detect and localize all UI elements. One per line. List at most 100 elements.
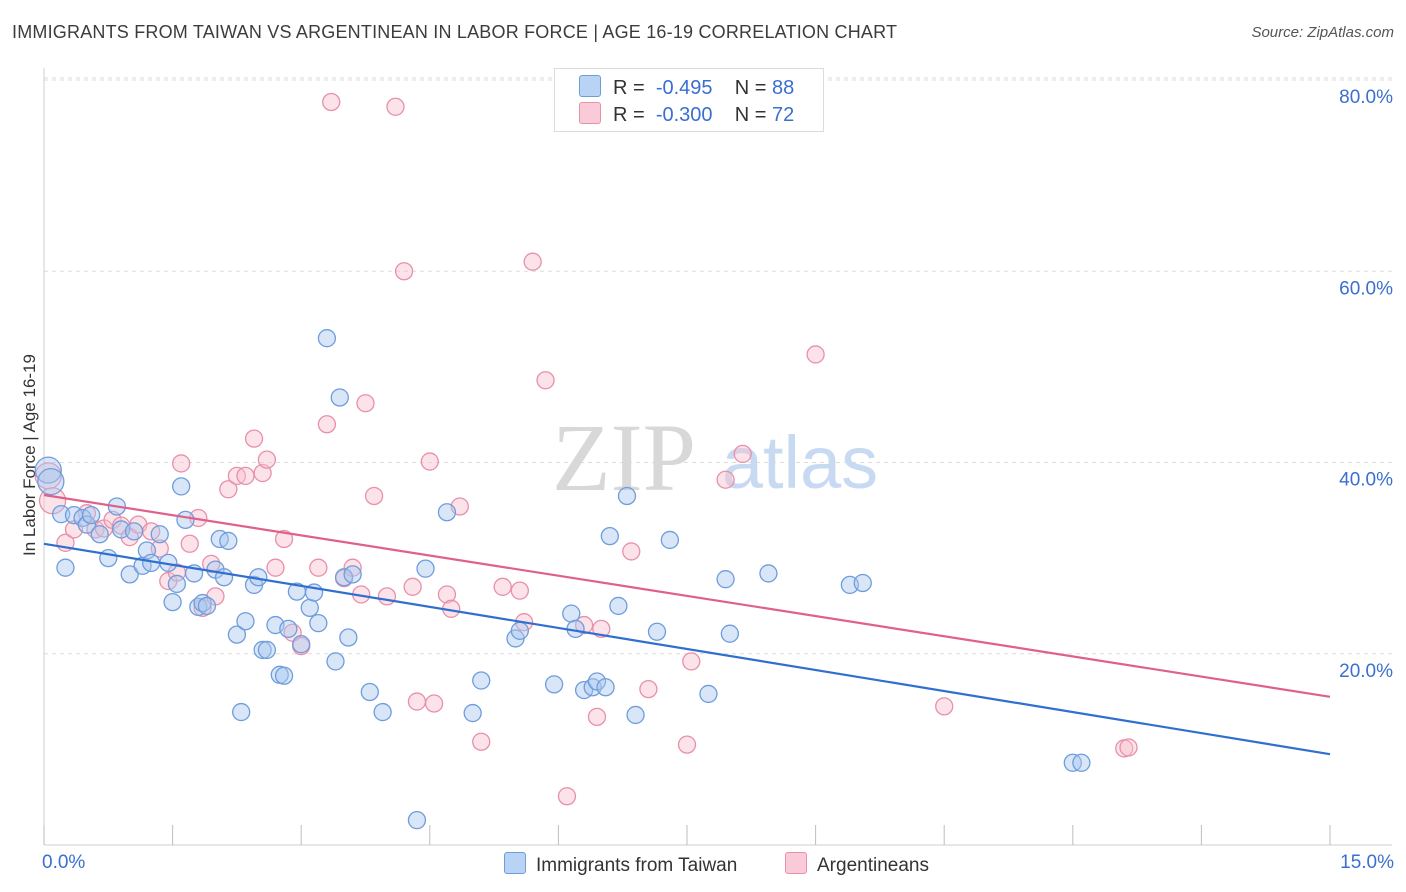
argentineans-point — [682, 652, 701, 671]
taiwan-point — [176, 510, 195, 530]
axes — [43, 68, 1392, 846]
grid-lines — [44, 77, 1392, 655]
argentineans-point — [364, 486, 384, 506]
taiwan-point — [600, 526, 619, 546]
argentineans-point — [172, 454, 191, 473]
taiwan-point — [163, 592, 182, 612]
taiwan-point — [1072, 753, 1091, 772]
taiwan-point — [544, 675, 564, 694]
taiwan-point — [716, 570, 735, 589]
argentineans-point — [574, 615, 594, 635]
argentineans-point — [639, 679, 658, 699]
legend-swatch-blue — [504, 852, 526, 874]
taiwan-point — [330, 388, 349, 407]
argentineans-point — [266, 558, 285, 577]
taiwan-point — [562, 604, 581, 623]
legend-row-taiwan: R = -0.495 N = 88 — [579, 75, 794, 99]
argentineans-point — [356, 394, 375, 413]
taiwan-point — [326, 652, 345, 671]
argentineans-point — [394, 262, 414, 281]
argentineans-point — [806, 345, 825, 364]
taiwan-point — [56, 558, 75, 577]
argentineans-point — [424, 694, 444, 713]
taiwan-point — [99, 548, 118, 568]
taiwan-point — [647, 622, 667, 641]
taiwan-point — [759, 564, 778, 583]
taiwan-point — [853, 573, 872, 593]
taiwan-point — [373, 702, 392, 722]
watermark-zip: ZIP — [552, 404, 696, 511]
taiwan-point — [197, 596, 217, 616]
taiwan-point — [90, 525, 109, 544]
argentineans-point — [557, 787, 577, 806]
taiwan-point — [360, 682, 379, 702]
argentineans-point — [437, 585, 457, 604]
taiwan-points — [34, 329, 1091, 830]
legend-label-argentineans: Argentineans — [817, 855, 929, 876]
taiwan-point — [339, 628, 358, 647]
argentineans-point — [236, 466, 255, 486]
taiwan-point — [51, 504, 71, 524]
argentineans-point — [472, 732, 491, 751]
legend-r-label: R = — [613, 104, 645, 126]
taiwan-point — [660, 530, 680, 550]
y-tick-labels: 20.0% 40.0% 60.0% 80.0% — [1339, 87, 1393, 682]
taiwan-point — [257, 640, 277, 660]
argentineans-point — [244, 429, 264, 448]
watermark: ZIP atlas — [552, 404, 878, 511]
argentineans-point — [716, 470, 735, 489]
taiwan-point — [617, 486, 637, 506]
taiwan-trend-line — [43, 542, 1331, 756]
legend-swatch-pink — [579, 102, 601, 124]
argentineans-point — [536, 371, 555, 390]
argentineans-point — [1119, 738, 1138, 757]
taiwan-point — [437, 503, 457, 522]
argentineans-point — [493, 577, 512, 596]
argentineans-point — [257, 450, 277, 469]
y-tick-label: 80.0% — [1339, 87, 1393, 108]
argentineans-point — [420, 452, 439, 471]
legend-n-value: 88 — [772, 77, 795, 99]
taiwan-point — [120, 565, 139, 584]
taiwan-point — [232, 702, 251, 722]
taiwan-point — [626, 705, 645, 725]
chart-title: IMMIGRANTS FROM TAIWAN VS ARGENTINEAN IN… — [12, 22, 898, 42]
argentineans-point — [219, 480, 238, 499]
legend-row-argentineans: R = -0.300 N = 72 — [579, 102, 794, 126]
argentineans-trend-line — [43, 493, 1331, 698]
taiwan-point — [236, 612, 255, 631]
legend-n-value: 72 — [772, 104, 795, 126]
taiwan-point — [150, 525, 169, 544]
argentineans-point — [523, 252, 542, 271]
legend-r-value: -0.495 — [655, 77, 713, 99]
y-tick-label: 60.0% — [1339, 278, 1393, 299]
taiwan-point — [407, 810, 427, 830]
argentineans-point — [622, 542, 641, 561]
trend-lines — [43, 493, 1331, 756]
taiwan-point — [609, 596, 628, 616]
taiwan-point — [219, 531, 238, 551]
y-tick-label: 40.0% — [1339, 470, 1393, 491]
argentineans-point — [274, 529, 294, 549]
taiwan-point — [720, 624, 740, 643]
argentineans-point — [309, 558, 328, 577]
taiwan-point — [274, 666, 294, 685]
argentineans-point — [180, 534, 199, 553]
legend-swatch-pink — [785, 852, 807, 874]
legend-n-label: N = — [734, 104, 767, 126]
argentineans-point — [677, 735, 697, 754]
taiwan-point — [124, 522, 144, 541]
taiwan-point — [416, 559, 435, 578]
x-tick-min: 0.0% — [42, 852, 86, 873]
taiwan-point — [82, 505, 101, 525]
argentineans-point — [407, 692, 427, 711]
taiwan-point — [472, 671, 491, 690]
taiwan-point — [34, 456, 62, 484]
taiwan-point — [167, 574, 187, 594]
taiwan-point — [37, 467, 65, 496]
taiwan-point — [463, 703, 482, 723]
argentineans-point — [322, 92, 341, 112]
argentineans-point — [935, 697, 954, 716]
taiwan-point — [510, 621, 529, 640]
